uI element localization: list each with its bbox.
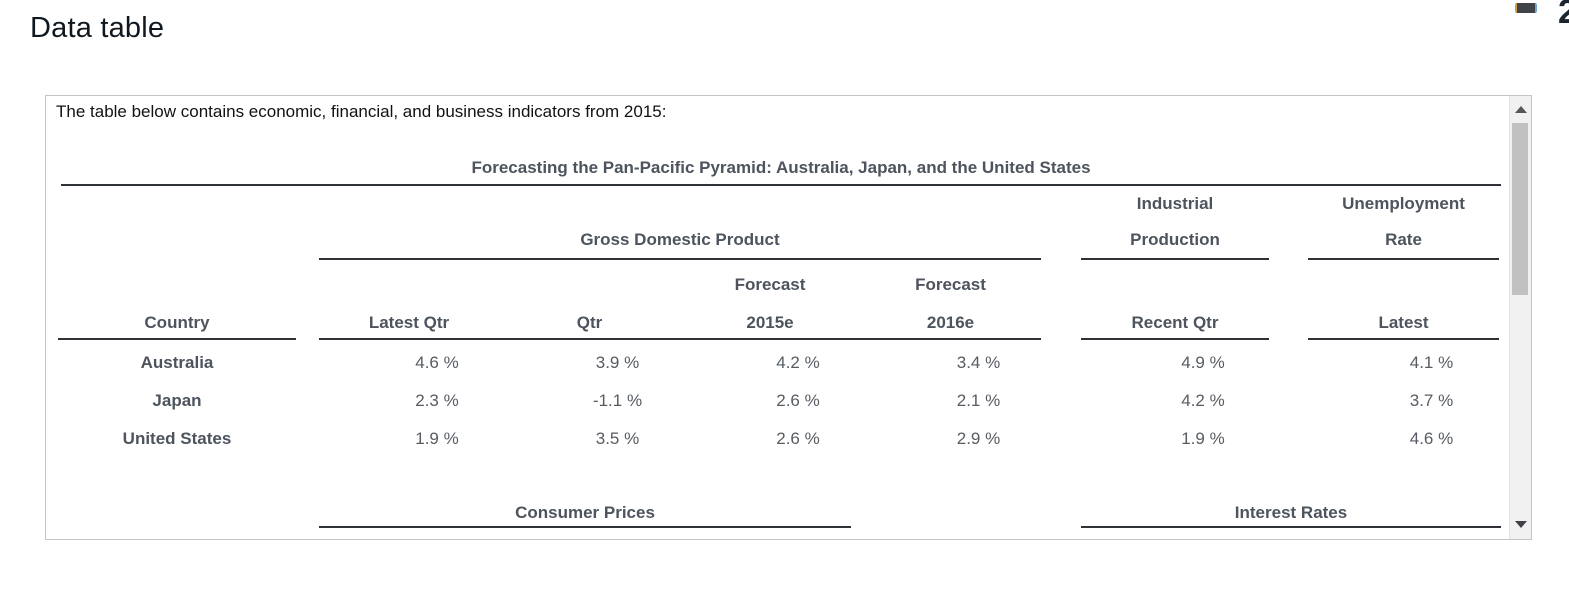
col-header-2016e: 2016e (926, 313, 975, 332)
scroll-up-button[interactable] (1510, 96, 1531, 122)
cell-2016e: 2.9 % (956, 429, 1001, 448)
group-industrial-production: Industrial Production (1081, 186, 1269, 260)
title-rule (61, 184, 1501, 186)
group-industrial-line2: Production (1130, 230, 1220, 249)
group-industrial-line1: Industrial (1136, 194, 1214, 213)
forecast-label-row: Forecast Forecast (46, 275, 1041, 297)
cell-qtr: 3.5 % (595, 429, 640, 448)
page-title: Data table (30, 12, 165, 44)
group-unemployment-line1: Unemployment (1342, 194, 1465, 213)
group-unemployment-rate: Unemployment Rate (1308, 186, 1499, 260)
cell-latest-qtr: 4.6 % (415, 353, 459, 372)
scroll-down-button[interactable] (1510, 511, 1531, 537)
cell-2016e: 3.4 % (956, 353, 1001, 372)
cell-recent-qtr: 1.9 % (1181, 429, 1225, 448)
scrollbar-thumb[interactable] (1512, 123, 1528, 295)
row-country: Japan (152, 391, 202, 410)
col-header-recent-qtr: Recent Qtr (1081, 313, 1269, 340)
section-interest-rates: Interest Rates (1081, 503, 1501, 528)
cell-2015e: 2.6 % (776, 429, 820, 448)
col-header-gdp-group: Latest Qtr Qtr 2015e 2016e (319, 313, 1041, 340)
col-header-2015e: 2015e (746, 313, 794, 332)
cell-2015e: 2.6 % (776, 391, 820, 410)
arrow-up-icon (1514, 105, 1527, 113)
cell-recent-qtr: 4.2 % (1181, 391, 1225, 410)
cell-latest-qtr: 1.9 % (415, 429, 459, 448)
data-table-panel: The table below contains economic, finan… (45, 95, 1532, 540)
group-gdp: Gross Domestic Product (319, 222, 1041, 260)
forecast-label-2016: Forecast (915, 275, 986, 294)
arrow-down-icon (1514, 520, 1527, 528)
col-header-latest: Latest (1308, 313, 1499, 340)
mini-scrollbar-thumb[interactable] (1515, 3, 1537, 13)
table-title: Forecasting the Pan-Pacific Pyramid: Aus… (471, 158, 1091, 177)
group-header-row: Gross Domestic Product Industrial Produc… (46, 192, 1499, 260)
cell-latest: 3.7 % (1409, 391, 1454, 410)
table-row: Japan 2.3 % -1.1 % 2.6 % 2.1 % 4.2 % 3.7… (46, 382, 1499, 420)
cell-latest-qtr: 2.3 % (415, 391, 459, 410)
row-country: Australia (140, 353, 214, 372)
section-consumer-prices: Consumer Prices (319, 503, 851, 528)
scroll-content: The table below contains economic, finan… (46, 96, 1508, 539)
cell-2016e: 2.1 % (956, 391, 1001, 410)
forecast-label-2015: Forecast (734, 275, 806, 294)
table-row: United States 1.9 % 3.5 % 2.6 % 2.9 % 1.… (46, 420, 1499, 458)
intro-text: The table below contains economic, finan… (56, 102, 667, 121)
cell-qtr: -1.1 % (592, 391, 643, 410)
row-country: United States (122, 429, 232, 448)
cell-latest: 4.6 % (1409, 429, 1454, 448)
cell-latest: 4.1 % (1409, 353, 1454, 372)
column-header-row: Country Latest Qtr Qtr 2015e 2016e Recen… (46, 302, 1499, 340)
vertical-scrollbar[interactable] (1509, 96, 1531, 539)
col-header-country: Country (58, 313, 296, 340)
cell-qtr: 3.9 % (595, 353, 640, 372)
col-header-qtr: Qtr (576, 313, 603, 332)
next-section-header-row: Consumer Prices Interest Rates (46, 494, 1501, 528)
col-header-latest-qtr: Latest Qtr (368, 313, 450, 332)
group-unemployment-line2: Rate (1385, 230, 1422, 249)
cell-2015e: 4.2 % (776, 353, 820, 372)
table-row: Australia 4.6 % 3.9 % 4.2 % 3.4 % 4.9 % … (46, 344, 1499, 382)
partial-glyph: 2 (1558, 0, 1569, 31)
cell-recent-qtr: 4.9 % (1181, 353, 1225, 372)
